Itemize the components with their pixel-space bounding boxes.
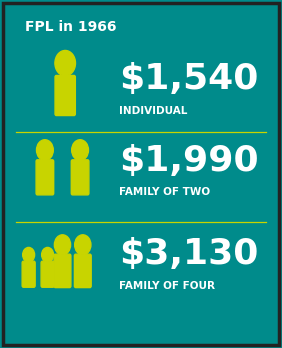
FancyBboxPatch shape <box>36 160 54 195</box>
Circle shape <box>72 140 89 160</box>
Circle shape <box>36 140 53 160</box>
Text: FAMILY OF TWO: FAMILY OF TWO <box>119 187 210 197</box>
Text: $1,540: $1,540 <box>119 62 259 96</box>
FancyBboxPatch shape <box>71 160 89 195</box>
Text: $3,130: $3,130 <box>119 237 259 271</box>
Circle shape <box>55 50 76 76</box>
FancyBboxPatch shape <box>74 254 91 287</box>
Text: FAMILY OF FOUR: FAMILY OF FOUR <box>119 281 215 291</box>
Text: $1,990: $1,990 <box>119 144 259 177</box>
Circle shape <box>54 235 70 255</box>
Text: INDIVIDUAL: INDIVIDUAL <box>119 105 188 116</box>
FancyBboxPatch shape <box>54 254 71 287</box>
Text: FPL in 1966: FPL in 1966 <box>25 20 116 34</box>
FancyBboxPatch shape <box>55 76 75 116</box>
FancyBboxPatch shape <box>41 261 54 287</box>
FancyBboxPatch shape <box>22 261 35 287</box>
Circle shape <box>23 247 35 262</box>
Circle shape <box>75 235 91 255</box>
Circle shape <box>42 247 54 262</box>
